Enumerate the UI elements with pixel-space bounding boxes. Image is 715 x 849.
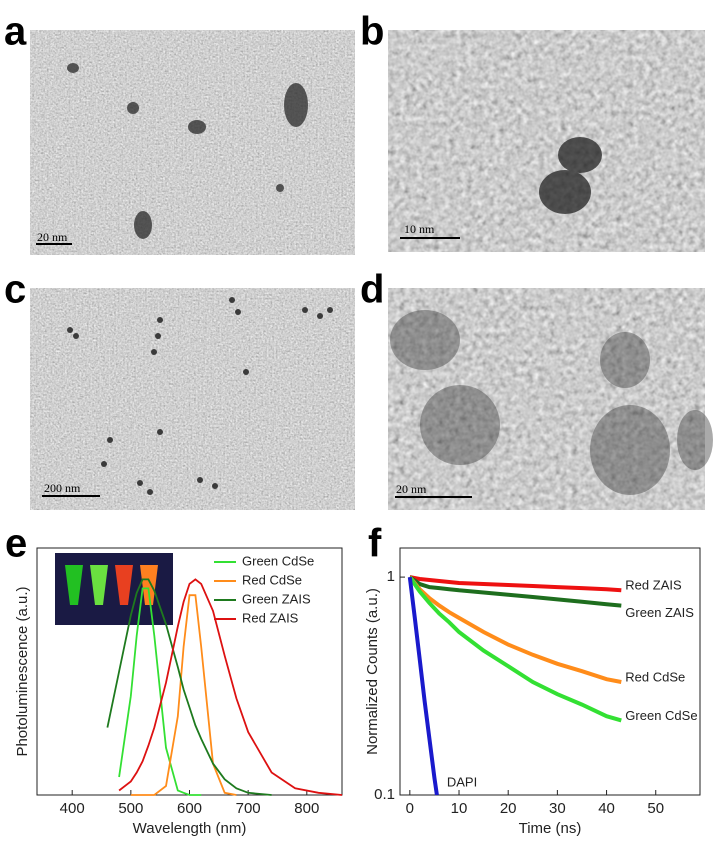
x-tick-label: 700	[236, 800, 261, 817]
x-axis-label: Wavelength (nm)	[133, 820, 247, 837]
legend-label: Green CdSe	[242, 553, 314, 568]
scale-bar-label: 20 nm	[396, 482, 427, 496]
x-tick-label: 600	[177, 800, 202, 817]
y-tick-label: 0.1	[374, 786, 395, 803]
x-tick-label: 0	[406, 800, 414, 817]
legend-label: Red ZAIS	[242, 610, 299, 625]
series-line	[409, 575, 622, 593]
series-label: Red CdSe	[625, 669, 685, 684]
inset-photo	[55, 553, 173, 625]
series-label: Green ZAIS	[625, 605, 694, 620]
x-tick-label: 500	[118, 800, 143, 817]
x-tick-label: 40	[598, 800, 615, 817]
panel-label: e	[5, 522, 27, 566]
series-line	[408, 575, 622, 608]
x-tick-label: 400	[60, 800, 85, 817]
panel-label: f	[368, 522, 382, 566]
series-label: Red ZAIS	[625, 578, 682, 593]
tem-image-d	[388, 288, 713, 510]
scale-bar-label: 10 nm	[404, 222, 435, 236]
tem-image-c	[30, 288, 355, 510]
panel-label: b	[360, 10, 384, 54]
panel-label: d	[360, 268, 384, 312]
series-line	[118, 578, 343, 796]
x-axis-label: Time (ns)	[519, 820, 582, 837]
x-tick-label: 10	[451, 800, 468, 817]
series-line	[106, 578, 272, 796]
x-tick-label: 20	[500, 800, 517, 817]
series-line	[118, 587, 202, 796]
y-tick-label: 1	[387, 568, 395, 585]
x-tick-label: 50	[647, 800, 664, 817]
y-axis-label: Normalized Counts (a.u.)	[364, 588, 381, 755]
tem-image-b	[388, 30, 705, 252]
panel-label: a	[4, 10, 27, 54]
panel-label: c	[4, 268, 26, 312]
x-tick-label: 30	[549, 800, 566, 817]
series-line	[407, 576, 439, 796]
x-tick-label: 800	[294, 800, 319, 817]
series-line	[130, 594, 237, 796]
series-label: DAPI	[447, 774, 477, 789]
y-axis-label: Photoluminescence (a.u.)	[14, 586, 31, 756]
scale-bar-label: 20 nm	[37, 230, 68, 244]
legend-label: Red CdSe	[242, 572, 302, 587]
scale-bar-label: 200 nm	[44, 481, 81, 495]
tem-image-a	[30, 30, 355, 255]
series-line	[408, 575, 622, 684]
series-label: Green CdSe	[625, 708, 697, 723]
legend-label: Green ZAIS	[242, 591, 311, 606]
plot-frame	[399, 547, 701, 796]
series-line	[408, 575, 622, 723]
